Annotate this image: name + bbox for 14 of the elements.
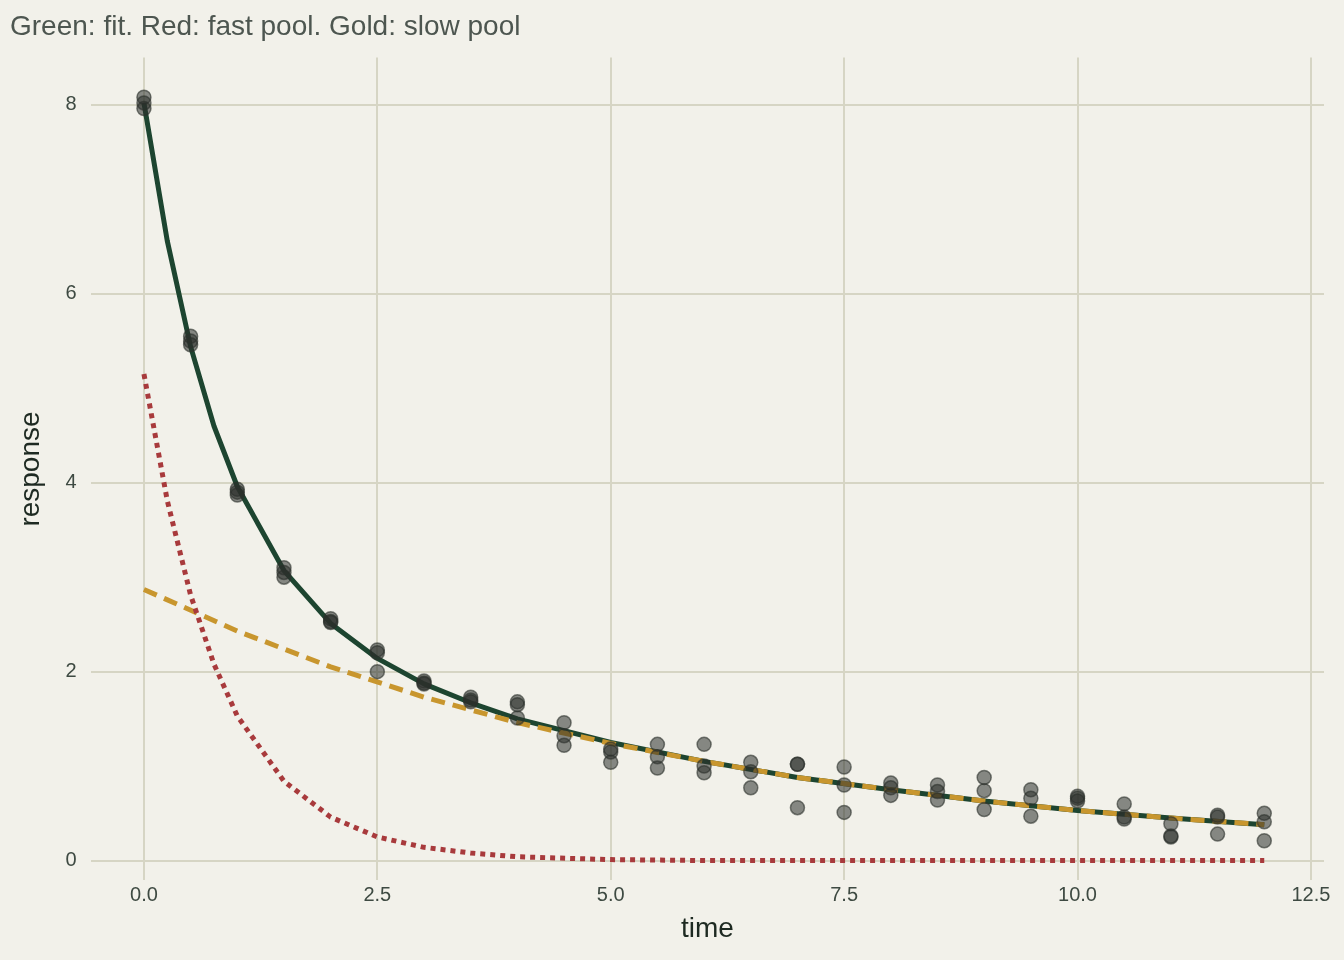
x-tick-label: 2.5 [363, 882, 392, 905]
y-tick-label: 8 [65, 92, 77, 115]
x-tick-label: 5.0 [596, 882, 625, 905]
x-axis-title: time [680, 911, 734, 943]
x-tick-label: 0.0 [130, 882, 158, 905]
y-tick-label: 6 [65, 281, 77, 304]
y-tick-label: 4 [65, 470, 77, 493]
y-tick-label: 2 [65, 659, 77, 682]
x-tick-label: 7.5 [830, 882, 859, 905]
y-tick-label: 0 [65, 848, 77, 871]
x-tick-label: 10.0 [1058, 882, 1097, 905]
y-axis-title: response [13, 411, 45, 527]
chart-title: Green: fit. Red: fast pool. Gold: slow pool [10, 9, 521, 41]
x-tick-label: 12.5 [1291, 882, 1331, 905]
